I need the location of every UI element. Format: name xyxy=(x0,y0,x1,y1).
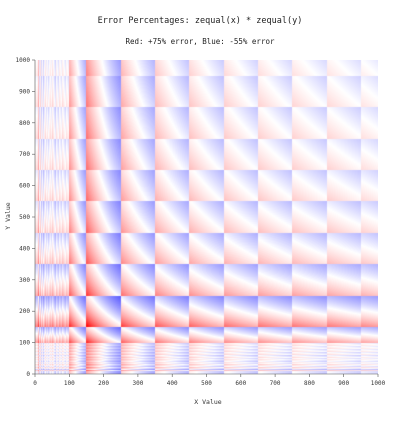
x-tick-label: 500 xyxy=(201,380,212,387)
x-tick-label: 1000 xyxy=(371,380,386,387)
x-tick-label: 200 xyxy=(98,380,109,387)
axes: 0 100 200 300 400 500 600 700 800 900 1000 0 100 200 3… xyxy=(16,57,386,387)
y-tick-label: 700 xyxy=(19,151,30,158)
y-tick-label: 900 xyxy=(19,88,30,95)
y-tick-label: 300 xyxy=(19,277,30,284)
chart-subtitle: Red: +75% error, Blue: -55% error xyxy=(125,37,275,46)
x-tick-label: 300 xyxy=(132,380,143,387)
heatmap-cells xyxy=(35,60,378,374)
y-tick-label: 100 xyxy=(19,340,30,347)
x-tick-label: 100 xyxy=(64,380,75,387)
y-tick-label: 400 xyxy=(19,245,30,252)
y-tick-label: 600 xyxy=(19,183,30,190)
x-axis-label: X Value xyxy=(194,398,221,406)
x-tick-label: 700 xyxy=(270,380,281,387)
x-tick-label: 600 xyxy=(235,380,246,387)
y-axis-label: Y Value xyxy=(4,202,12,229)
heatmap-raster xyxy=(35,60,378,374)
y-tick-label: 500 xyxy=(19,214,30,221)
chart-title: Error Percentages: zequal(x) * zequal(y) xyxy=(97,16,303,26)
x-tick-label: 400 xyxy=(167,380,178,387)
x-tick-label: 800 xyxy=(304,380,315,387)
y-tick-label: 800 xyxy=(19,120,30,127)
y-tick-label: 1000 xyxy=(16,57,31,64)
x-tick-label: 0 xyxy=(33,380,37,387)
x-tick-label: 900 xyxy=(338,380,349,387)
y-tick-label: 200 xyxy=(19,308,30,315)
y-tick-label: 0 xyxy=(26,371,30,378)
